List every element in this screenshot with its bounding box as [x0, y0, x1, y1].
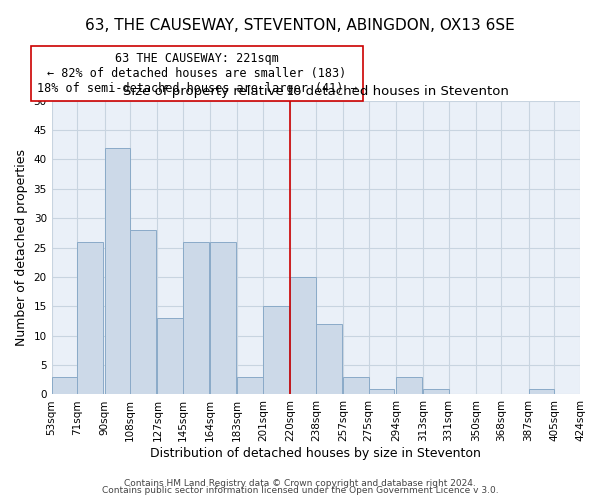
Bar: [290, 277, 316, 394]
Y-axis label: Number of detached properties: Number of detached properties: [15, 149, 28, 346]
Bar: [77, 242, 103, 394]
Bar: [157, 318, 183, 394]
Text: 63, THE CAUSEWAY, STEVENTON, ABINGDON, OX13 6SE: 63, THE CAUSEWAY, STEVENTON, ABINGDON, O…: [85, 18, 515, 32]
Bar: [263, 306, 289, 394]
Bar: [423, 388, 449, 394]
Bar: [104, 148, 130, 394]
Bar: [237, 377, 263, 394]
Bar: [183, 242, 209, 394]
Bar: [52, 377, 77, 394]
X-axis label: Distribution of detached houses by size in Steventon: Distribution of detached houses by size …: [151, 447, 481, 460]
Bar: [368, 388, 394, 394]
Text: 63 THE CAUSEWAY: 221sqm
← 82% of detached houses are smaller (183)
18% of semi-d: 63 THE CAUSEWAY: 221sqm ← 82% of detache…: [37, 52, 357, 95]
Title: Size of property relative to detached houses in Steventon: Size of property relative to detached ho…: [123, 85, 509, 98]
Bar: [529, 388, 554, 394]
Bar: [130, 230, 156, 394]
Text: Contains public sector information licensed under the Open Government Licence v : Contains public sector information licen…: [101, 486, 499, 495]
Bar: [343, 377, 368, 394]
Text: Contains HM Land Registry data © Crown copyright and database right 2024.: Contains HM Land Registry data © Crown c…: [124, 478, 476, 488]
Bar: [316, 324, 341, 394]
Bar: [396, 377, 421, 394]
Bar: [210, 242, 236, 394]
